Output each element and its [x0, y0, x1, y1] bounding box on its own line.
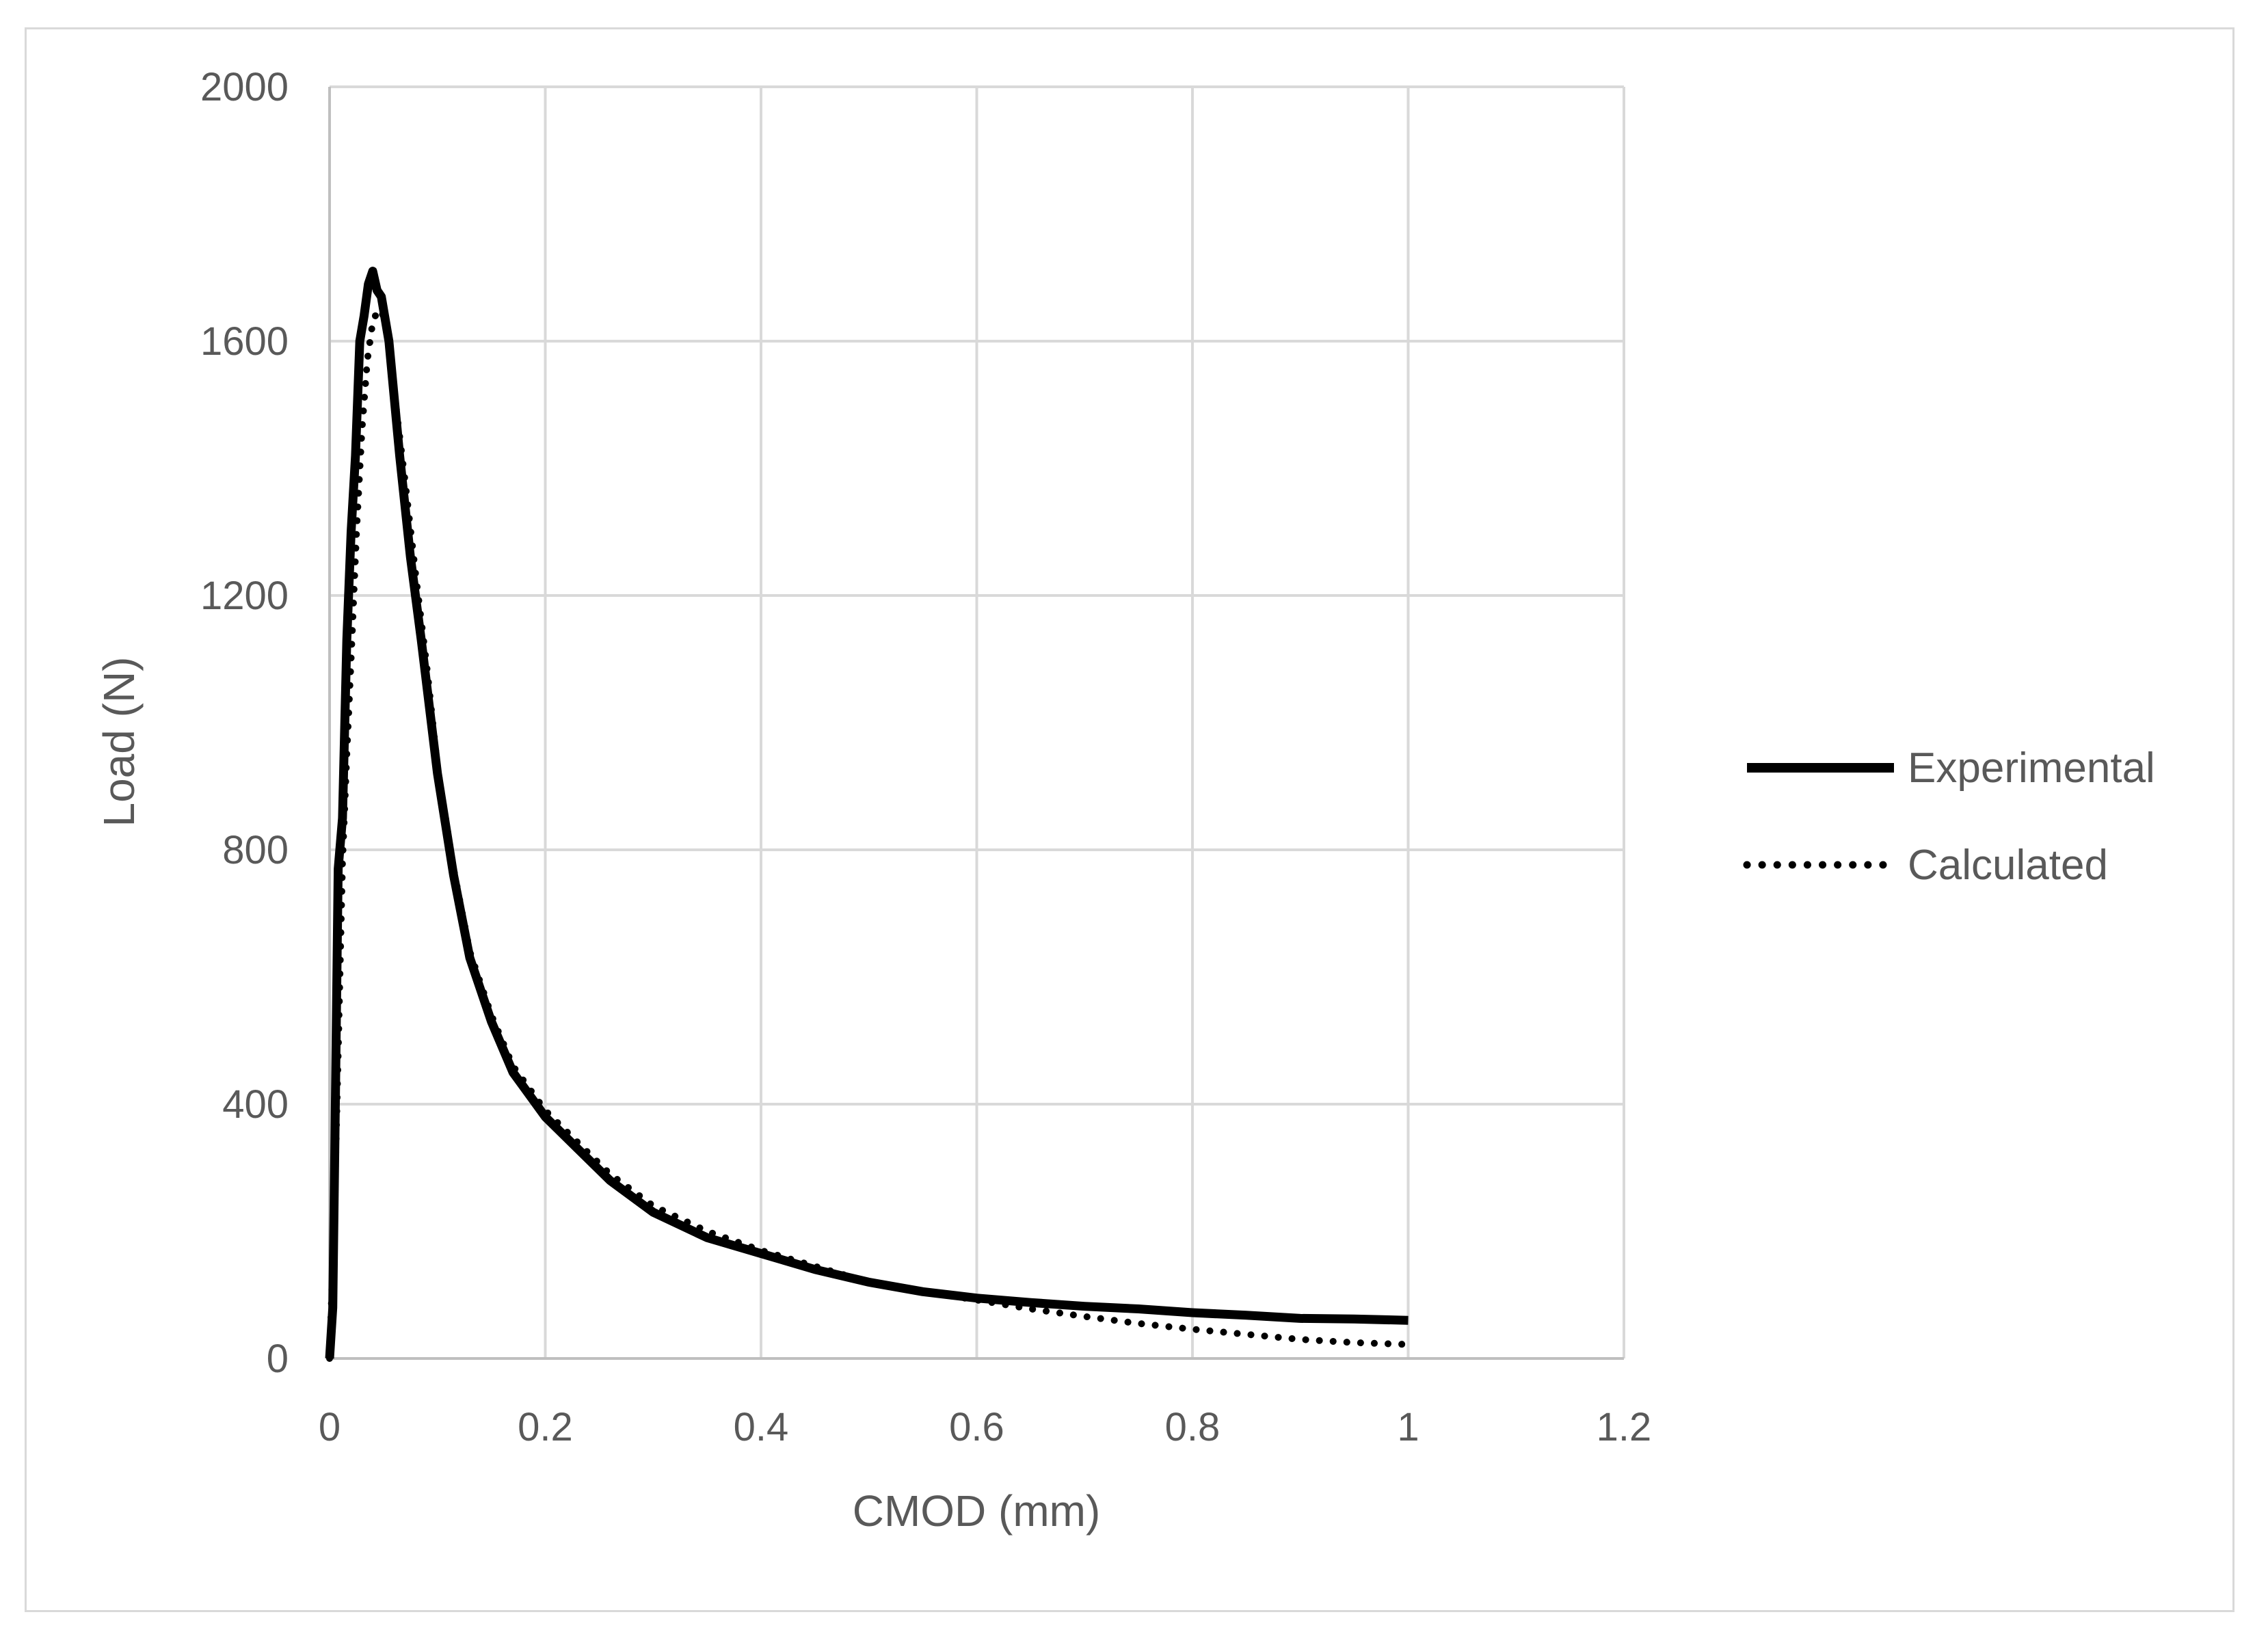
- x-tick-label: 0: [319, 1405, 341, 1449]
- x-axis-title: CMOD (mm): [853, 1486, 1101, 1536]
- y-axis-title: Load (N): [94, 657, 144, 827]
- legend-label-experimental: Experimental: [1908, 745, 2155, 792]
- y-tick-label: 2000: [200, 65, 289, 109]
- chart-frame: [25, 27, 2234, 1612]
- x-tick-label: 1.2: [1597, 1405, 1652, 1449]
- y-tick-label: 800: [222, 828, 289, 872]
- x-tick-label: 1: [1397, 1405, 1419, 1449]
- series-layer: [325, 267, 1412, 1362]
- axes: [328, 87, 1624, 1360]
- x-tick-labels: 0 0.2 0.4 0.6 0.8 1 1.2: [319, 1405, 1651, 1449]
- series-line-experimental: [325, 267, 1409, 1359]
- x-tick-label: 0.8: [1165, 1405, 1220, 1449]
- x-tick-label: 0.4: [734, 1405, 789, 1449]
- legend: Experimental Calculated: [1743, 745, 2155, 889]
- y-tick-label: 1200: [200, 574, 289, 618]
- series-line-calculated: [326, 306, 1412, 1362]
- x-tick-label: 0.6: [949, 1405, 1004, 1449]
- y-tick-labels: 0 400 800 1200 1600 2000: [200, 65, 289, 1381]
- y-tick-label: 400: [222, 1082, 289, 1127]
- y-tick-label: 0: [267, 1337, 289, 1381]
- legend-label-calculated: Calculated: [1908, 842, 2108, 889]
- x-tick-label: 0.2: [518, 1405, 573, 1449]
- y-tick-label: 1600: [200, 319, 289, 364]
- gridlines: [330, 85, 1625, 1358]
